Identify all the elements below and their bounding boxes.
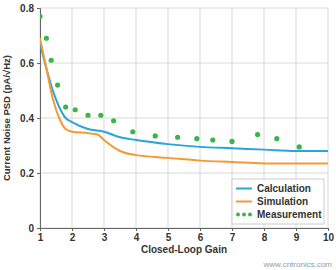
y-axis-title: Current Noise PSD (pA/√Hz) (1, 55, 12, 181)
data-point (40, 14, 43, 19)
legend-symbol (236, 201, 252, 203)
tick-mark (37, 118, 40, 119)
tick-label: 3 (102, 232, 108, 243)
marks (40, 14, 328, 164)
tick-label: 9 (294, 232, 300, 243)
legend-symbol (242, 213, 246, 217)
data-point (44, 36, 49, 41)
data-point (153, 133, 158, 138)
tick-mark (37, 173, 40, 174)
tick: 7 (230, 228, 236, 243)
data-point (194, 136, 199, 141)
grid-line (328, 8, 329, 228)
legend-symbol (236, 213, 240, 217)
tick-label: 0.2 (20, 168, 34, 179)
grid-line (104, 8, 105, 228)
data-point (49, 58, 54, 63)
tick: 10 (323, 228, 335, 243)
grid-line (40, 63, 328, 64)
tick-mark (168, 228, 169, 231)
data-point (130, 129, 135, 134)
tick-label: 4 (134, 232, 140, 243)
tick-label: 1 (38, 232, 44, 243)
annotation: www.cntronics.com (263, 260, 333, 269)
tick-label: 0.6 (20, 58, 34, 69)
data-point (98, 113, 103, 118)
legend: Calculation Simulation Measurement (232, 179, 324, 224)
tick-label: 10 (323, 232, 335, 243)
legend-symbol (236, 188, 252, 190)
data-point (297, 144, 302, 149)
tick-label: 6 (198, 232, 204, 243)
x-axis: 1 2 3 4 5 6 7 8 9 10 (38, 228, 335, 243)
legend-item: Calculation (236, 183, 311, 194)
tick-mark (72, 228, 73, 231)
legend-box (232, 179, 324, 224)
data-point (229, 139, 234, 144)
tick-label: 0 (28, 223, 34, 234)
data-point (63, 104, 68, 109)
legend-label: Measurement (257, 209, 322, 220)
grid-line (40, 173, 328, 174)
tick-mark (328, 228, 329, 231)
x-axis-title: Closed-Loop Gain (141, 244, 227, 255)
data-point (175, 135, 180, 140)
series-points (40, 14, 302, 150)
tick: 0 (28, 223, 40, 234)
legend-item: Simulation (236, 196, 308, 207)
y-axis: 0 0.2 0.4 0.6 0.8 (20, 3, 40, 234)
data-point (73, 107, 78, 112)
data-point (274, 136, 279, 141)
tick-label: 0.8 (20, 3, 34, 14)
grid-line (168, 8, 169, 228)
tick: 5 (166, 228, 172, 243)
tick-label: 8 (262, 232, 268, 243)
axis-line (41, 229, 329, 232)
tick-mark (37, 63, 40, 64)
legend-symbol (248, 213, 252, 217)
data-point (55, 82, 60, 87)
tick-mark (200, 228, 201, 231)
tick: 9 (294, 228, 300, 243)
tick-mark (104, 228, 105, 231)
series-line (40, 44, 328, 151)
data-point (111, 118, 116, 123)
tick-label: 2 (70, 232, 76, 243)
data-point (210, 137, 215, 142)
grid-line (136, 8, 137, 228)
tick-label: 7 (230, 232, 236, 243)
tick-mark (136, 228, 137, 231)
tick: 3 (102, 228, 108, 243)
tick-mark (296, 228, 297, 231)
grid-line (200, 8, 201, 228)
data-point (255, 132, 260, 137)
tick: 2 (70, 228, 76, 243)
series-line (40, 38, 328, 163)
tick: 1 (38, 228, 44, 243)
grid (40, 8, 328, 228)
tick-mark (264, 228, 265, 231)
tick: 0.4 (20, 113, 40, 124)
tick: 4 (134, 228, 140, 243)
legend-label: Simulation (257, 196, 308, 207)
tick-mark (232, 228, 233, 231)
data-point (85, 113, 90, 118)
tick-mark (37, 228, 40, 229)
legend-item: Measurement (236, 209, 322, 220)
chart: 1 2 3 4 5 6 7 8 9 10 0 0.2 0.4 0.6 0.8 Calculation Simul… (0, 0, 336, 270)
tick: 0.2 (20, 168, 40, 179)
plot: 1 2 3 4 5 6 7 8 9 10 0 0.2 0.4 0.6 0.8 Calculation Simul… (20, 3, 334, 243)
tick-label: 5 (166, 232, 172, 243)
legend-label: Calculation (257, 183, 311, 194)
grid-line (72, 8, 73, 228)
tick: 8 (262, 228, 268, 243)
grid-line (40, 118, 328, 119)
tick: 0.6 (20, 58, 40, 69)
tick: 6 (198, 228, 204, 243)
tick-label: 0.4 (20, 113, 34, 124)
tick: 0.8 (20, 3, 40, 14)
tick-mark (37, 8, 40, 9)
grid-line (40, 8, 328, 9)
axis-line (37, 9, 41, 229)
